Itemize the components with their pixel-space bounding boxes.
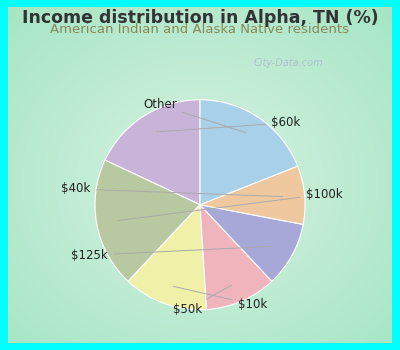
- Wedge shape: [95, 160, 200, 281]
- Text: $100k: $100k: [118, 188, 342, 220]
- Wedge shape: [128, 205, 206, 310]
- Wedge shape: [200, 100, 298, 205]
- Text: $60k: $60k: [157, 116, 301, 132]
- Wedge shape: [200, 205, 272, 309]
- Text: $40k: $40k: [62, 182, 283, 197]
- Wedge shape: [200, 205, 303, 281]
- Text: American Indian and Alaska Native residents: American Indian and Alaska Native reside…: [50, 23, 350, 36]
- Wedge shape: [200, 166, 305, 224]
- Text: Income distribution in Alpha, TN (%): Income distribution in Alpha, TN (%): [22, 9, 378, 27]
- Text: Other: Other: [143, 98, 246, 133]
- Wedge shape: [105, 100, 200, 205]
- Text: City-Data.com: City-Data.com: [253, 58, 323, 68]
- Text: $125k: $125k: [71, 246, 273, 262]
- Text: $50k: $50k: [173, 285, 232, 316]
- Text: $10k: $10k: [174, 286, 267, 311]
